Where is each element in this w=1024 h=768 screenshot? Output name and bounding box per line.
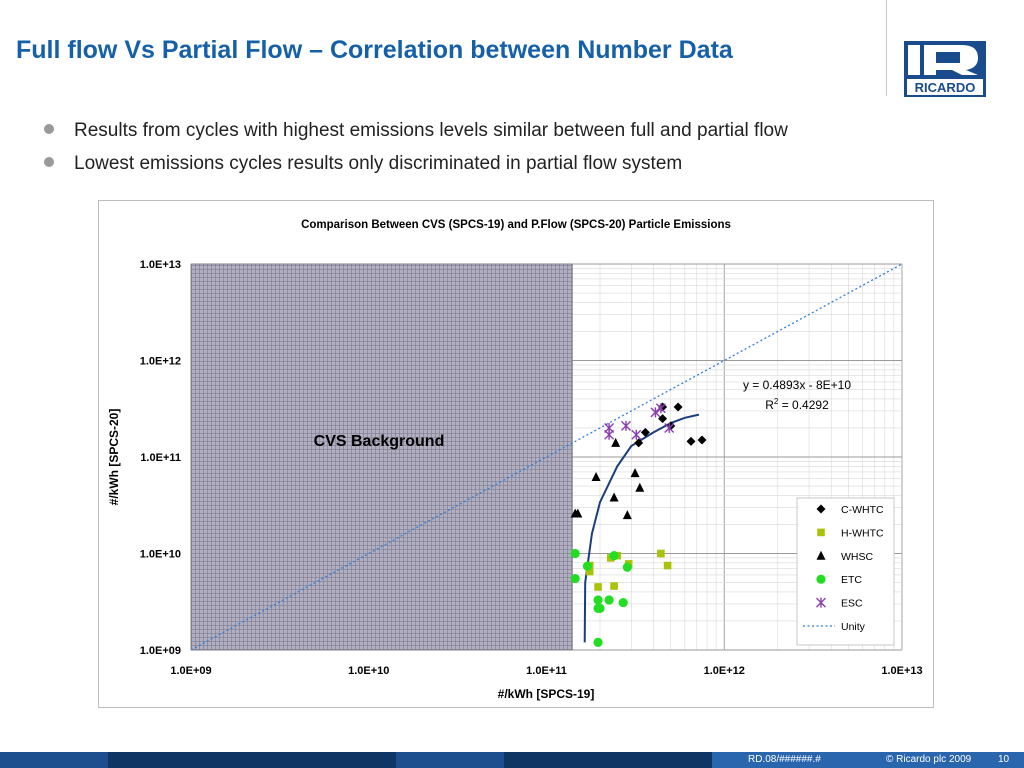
legend-label: ESC — [841, 598, 863, 610]
r-squared-label: R2 = 0.4292 — [765, 397, 829, 412]
footer-copyright: © Ricardo plc 2009 — [886, 754, 972, 765]
y-tick-label: 1.0E+12 — [140, 356, 181, 368]
footer-bar: RD.08/######.# © Ricardo plc 2009 10 — [0, 752, 1024, 768]
esc-point — [655, 403, 666, 414]
whsc-point — [630, 468, 640, 478]
y-tick-label: 1.0E+13 — [140, 259, 181, 271]
footer-reference: RD.08/######.# — [748, 754, 821, 765]
esc-point — [604, 429, 615, 440]
legend-label: H-WHTC — [841, 527, 884, 539]
chart-lines — [191, 264, 902, 650]
footer-page-number: 10 — [998, 754, 1010, 765]
header-divider — [886, 0, 887, 96]
x-tick-label: 1.0E+12 — [704, 665, 745, 677]
legend-box — [796, 497, 895, 646]
legend-label: SPCS20 — [841, 644, 881, 656]
legend-label: ETC — [841, 574, 862, 586]
bullet-item: Results from cycles with highest emissio… — [44, 114, 788, 147]
legend-label: Unity — [841, 621, 866, 633]
chart-title: Comparison Between CVS (SPCS-19) and P.F… — [301, 219, 731, 231]
footer-segment — [712, 752, 1024, 768]
footer-segment — [504, 752, 712, 768]
h-whtc-point — [594, 583, 602, 591]
etc-point — [582, 561, 593, 571]
r-squared-value: = 0.4292 — [778, 398, 829, 412]
whsc-point — [573, 508, 583, 518]
ricardo-logo: RICARDO — [904, 41, 986, 97]
h-whtc-point — [663, 561, 672, 570]
y-tick-label: 1.0E+11 — [140, 452, 181, 464]
bullet-dot-icon — [44, 124, 54, 134]
legend-label: C-WHTC — [841, 504, 884, 516]
c-whtc-point — [634, 438, 644, 448]
whsc-point — [591, 472, 601, 482]
bullet-dot-icon — [44, 157, 54, 167]
axis-ticks: 1.0E+09 1.0E+10 1.0E+11 1.0E+12 1.0E+13 1.0E+… — [140, 259, 923, 677]
h-whtc-point — [657, 549, 665, 558]
r-squared-r: R — [765, 398, 774, 412]
x-tick-label: 1.0E+13 — [881, 665, 922, 677]
c-whtc-point — [686, 436, 696, 446]
etc-point — [570, 573, 580, 584]
etc-point — [595, 603, 605, 613]
chart-legend: C-WHTC H-WHTC WHSC ETC ESC Unity SPCS20 — [796, 497, 895, 656]
esc-point — [631, 429, 642, 440]
etc-point — [593, 595, 603, 605]
trendline-equation: y = 0.4893x - 8E+10 — [743, 378, 851, 392]
cvs-background-region — [190, 263, 573, 651]
x-tick-label: 1.0E+09 — [170, 665, 211, 677]
bullet-list: Results from cycles with highest emissio… — [44, 114, 788, 180]
spcs20-line — [583, 413, 700, 643]
whsc-point — [611, 437, 621, 447]
logo-text: RICARDO — [915, 80, 976, 95]
esc-point — [664, 422, 675, 433]
bullet-item: Lowest emissions cycles results only dis… — [44, 147, 788, 180]
bullet-text: Results from cycles with highest emissio… — [74, 120, 788, 141]
etc-point — [604, 595, 614, 605]
etc-point — [593, 637, 603, 647]
data-points — [570, 402, 707, 647]
y-tick-label: 1.0E+10 — [140, 549, 181, 561]
legend-marker-h-whtc — [817, 528, 825, 537]
y-tick-label: 1.0E+09 — [140, 645, 181, 657]
slide-title: Full flow Vs Partial Flow – Correlation … — [16, 36, 733, 64]
h-whtc-point — [610, 582, 618, 590]
legend-marker-c-whtc — [816, 504, 826, 514]
etc-point — [622, 562, 632, 572]
y-axis-label: #/kWh [SPCS-20] — [107, 409, 121, 506]
legend-entries: C-WHTC H-WHTC WHSC ETC ESC Unity SPCS20 — [803, 504, 884, 656]
whsc-point — [622, 510, 632, 520]
x-tick-label: 1.0E+11 — [526, 665, 567, 677]
legend-marker-whsc — [816, 550, 826, 560]
esc-point — [620, 420, 631, 431]
chart-container: Comparison Between CVS (SPCS-19) and P.F… — [98, 200, 934, 708]
scatter-chart: Comparison Between CVS (SPCS-19) and P.F… — [107, 219, 923, 701]
esc-point — [650, 407, 661, 418]
whsc-point — [609, 492, 619, 502]
c-whtc-point — [640, 427, 650, 437]
c-whtc-point — [673, 402, 683, 412]
legend-marker-esc — [816, 597, 826, 608]
x-axis-label: #/kWh [SPCS-19] — [498, 687, 595, 701]
c-whtc-point — [697, 435, 707, 445]
legend-label: WHSC — [841, 551, 873, 563]
etc-point — [609, 551, 619, 561]
cvs-background-label: CVS Background — [314, 433, 445, 450]
footer-segment — [108, 752, 396, 768]
footer-segment — [396, 752, 504, 768]
h-whtc-point — [585, 567, 594, 576]
bullet-text: Lowest emissions cycles results only dis… — [74, 153, 683, 174]
etc-point — [618, 597, 628, 608]
legend-marker-etc — [816, 574, 826, 584]
r-squared-sup: 2 — [774, 397, 779, 406]
whsc-point — [635, 482, 645, 492]
etc-point — [570, 548, 580, 559]
footer-segment — [0, 752, 108, 768]
x-tick-label: 1.0E+10 — [348, 665, 389, 677]
